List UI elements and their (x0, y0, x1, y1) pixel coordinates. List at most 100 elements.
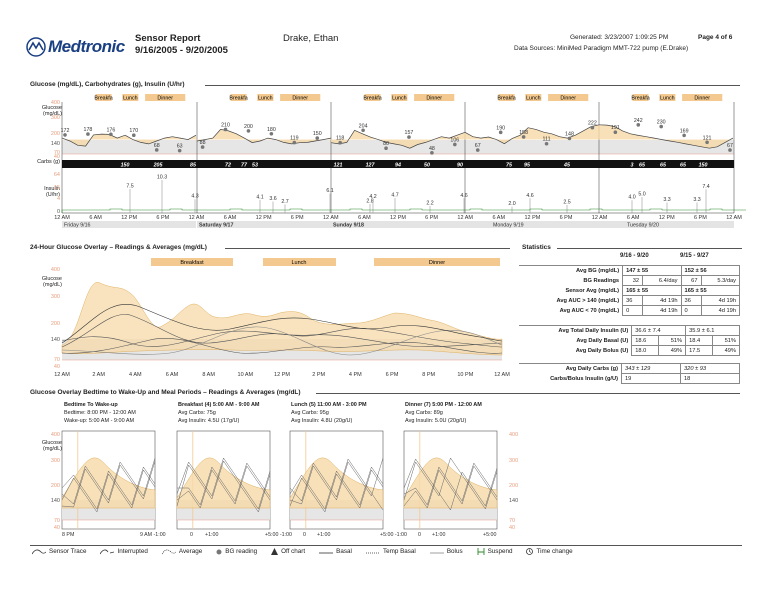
periods-y-tick-200: 200 (51, 483, 60, 489)
time-change-icon (526, 548, 534, 555)
daily-x-tick-19: 6 PM (694, 215, 707, 221)
bg-reading-label-29: 67 (727, 143, 733, 149)
bg-reading-label-26: 230 (657, 120, 666, 126)
bolus-label-5: 2.7 (281, 199, 288, 205)
stat-row-carbs-bolus: Carbs/Bolus Insulin (g/U) 19 18 (519, 373, 740, 384)
bolus-label-19: 7.4 (702, 184, 709, 190)
daily-chart: 400 300 200 140 70 40 64 15 4 0 Breakfa L… (51, 94, 746, 229)
periods-y-tick-140: 140 (51, 498, 60, 504)
periods-glucose-axis-label: Glucose (mg/dL) (41, 440, 62, 452)
carb-label-8: 94 (395, 163, 401, 169)
bg-reading-point-13 (361, 128, 365, 133)
page-number: Page 4 of 6 (698, 34, 733, 41)
bolus-icon (429, 552, 444, 553)
daily-x-tick-7: 6 PM (291, 215, 304, 221)
daily-x-tick-18: 12 PM (659, 215, 675, 221)
statistics-table-3: Avg Daily Carbs (g) 343 ± 129 320 ± 93 Car… (519, 363, 740, 384)
bolus-label-10: 2.2 (426, 200, 433, 206)
daily-trace-area-3 (465, 124, 599, 144)
daily-y-tick-140: 140 (51, 141, 60, 147)
daily-x-ticks: 12 AM 6 AM 12 PM 6 PM 12 AM 6 AM 12 PM 6 PM 12 A… (54, 215, 742, 221)
statistics-rule (557, 248, 742, 249)
legend-temp-basal: Temp Basal (365, 548, 416, 555)
period0-x4: +1:00 (205, 532, 218, 538)
overlay-y-tick-70: 70 (54, 357, 60, 363)
meal-label-1-0: Breakfa (229, 96, 247, 102)
daily-trace-1 (196, 129, 332, 145)
bg-reading-point-19 (498, 130, 503, 135)
interrupted-icon (100, 549, 115, 554)
period-breakfast-title: Breakfast (4) 5:00 AM - 9:00 AM (178, 402, 260, 408)
daily-y-tick-300: 300 (51, 115, 60, 121)
bolus-label-9: 4.7 (391, 192, 398, 198)
stat-row-auc-high: Avg AUC > 140 (mg/dL) 36 4d 19h 36 4d 19h (519, 295, 740, 306)
carb-label-6: 121 (334, 163, 343, 169)
period-trace-3-2 (403, 457, 498, 510)
data-sources: Data Sources: MiniMed Paradigm MMT-722 p… (514, 45, 689, 52)
bg-reading-point-22 (567, 136, 572, 141)
bg-reading-label-22: 148 (565, 131, 574, 137)
overlay-x-tick-6: 12 PM (274, 372, 290, 378)
bolus-label-17: 3.3 (663, 197, 670, 203)
bolus-label-0: 7.5 (126, 184, 133, 190)
bolus-label-8: 4.2 (369, 194, 376, 200)
daily-carbs-axis-label: Carbs (g) (37, 159, 60, 165)
medtronic-logo: Medtronic (26, 37, 126, 57)
bolus-label-4: 3.6 (269, 196, 276, 202)
bolus-label-18: 3.3 (693, 197, 700, 203)
statistics-table-1: Avg BG (mg/dL) 147 ± 55 152 ± 56 BG Readin… (519, 265, 741, 316)
daily-ins-tick-0: 0 (57, 209, 60, 215)
overlay-x-tick-1: 2 AM (92, 372, 105, 378)
overlay-x-tick-5: 10 AM (238, 372, 254, 378)
period-average-area-0 (61, 457, 156, 509)
carb-label-16: 65 (660, 163, 667, 169)
daily-trace-area-4 (599, 124, 733, 149)
daily-carbs-bar (62, 160, 734, 168)
bg-reading-label-14: 80 (383, 141, 389, 147)
daily-ins-tick-64: 64 (54, 172, 60, 178)
bg-reading-label-6: 88 (200, 140, 206, 146)
bg-reading-point-16 (430, 151, 434, 155)
overlay-y-tick-40: 40 (54, 364, 60, 370)
period-trace-3-1 (403, 462, 498, 506)
daily-day-separators (61, 102, 735, 213)
bg-reading-label-28: 121 (703, 135, 712, 141)
meal-label-4-1: Lunch (660, 96, 674, 102)
bg-reading-point-14 (384, 146, 388, 151)
meal-band-3-2 (548, 94, 589, 101)
periods-chart: 400 300 200 140 70 40 400 300 200 140 70… (51, 430, 518, 538)
overlay-meal-dinner-label: Dinner (429, 260, 445, 266)
period2-x3: +1:00 (317, 532, 330, 538)
daily-x-tick-4: 12 AM (189, 215, 205, 221)
bg-reading-point-6 (200, 145, 205, 149)
meal-band-0-1 (122, 94, 139, 101)
overlay-x-tick-4: 8 AM (202, 372, 215, 378)
daily-x-tick-0: 12 AM (54, 215, 70, 221)
bg-reading-label-4: 68 (154, 143, 160, 149)
day-label-saturday: Saturday 9/17 (199, 223, 234, 229)
legend-bolus: Bolus (429, 548, 463, 555)
period-trace-3-0 (403, 458, 498, 511)
daily-bolus-bars: 7.5 10.3 4.3 4.1 3.6 2.7 6.1 2.84.2 4.7 2.2 4.6 2.0… (126, 175, 710, 213)
bg-reading-label-17: 106 (450, 137, 459, 143)
meal-band-0-0 (95, 94, 112, 101)
report-title: Sensor Report (135, 33, 201, 44)
meal-label-2-0: Breakfa (363, 96, 381, 102)
daily-x-tick-17: 6 AM (627, 215, 640, 221)
bolus-label-15: 4.0 (628, 195, 635, 201)
period-bedtime-info: Bedtime To Wake-up Bedtime: 8:00 PM - 12… (64, 401, 136, 425)
meal-label-0-2: Dinner (157, 96, 173, 102)
period-lunch-line3: Avg Insulin: 4.8U (20g/U) (291, 418, 353, 424)
daily-x-tick-6: 12 PM (256, 215, 272, 221)
overlay-meal-breakfast-label: Breakfast (180, 260, 204, 266)
overlay-meal-lunch (263, 258, 336, 266)
bg-reading-label-24: 191 (611, 125, 620, 131)
period-dinner-info: Dinner (7) 5:00 PM - 12:00 AM Avg Carbs:… (405, 401, 482, 425)
stat-row-daily-carbs: Avg Daily Carbs (g) 343 ± 129 320 ± 93 (519, 363, 740, 374)
periods-section-rule (316, 393, 740, 394)
periods-y-tick-300: 300 (51, 458, 60, 464)
daily-section-title: Glucose (mg/dL), Carbohydrates (g), Insu… (30, 81, 185, 88)
day-label-monday: Monday 9/19 (493, 223, 524, 229)
bolus-label-11: 4.6 (460, 193, 467, 199)
bg-reading-label-19: 190 (496, 125, 505, 131)
